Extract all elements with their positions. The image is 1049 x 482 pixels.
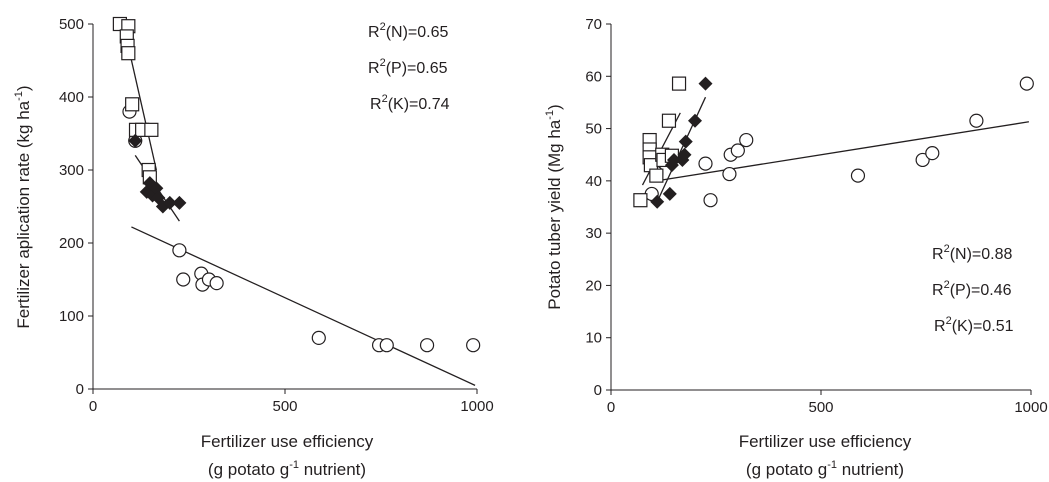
left-y-axis-label: Fertilizer aplication rate (kg ha-1) (13, 85, 33, 328)
right-y-tick-label: 70 (585, 16, 602, 33)
left-annotation-p: R2(P)=0.65 (368, 57, 448, 77)
left-point-circle (209, 276, 224, 291)
left-y-tick-label: 500 (59, 16, 84, 33)
left-point-diamond (172, 195, 187, 210)
right-y-tick-label: 60 (585, 68, 602, 85)
right-point-diamond (667, 152, 681, 167)
right-y-tick-label: 50 (585, 121, 602, 138)
left-annotation-n: R2(N)=0.65 (368, 21, 448, 41)
right-point-square (649, 168, 664, 183)
right-trend-line-diamond (656, 96, 707, 203)
left-data-points (112, 16, 481, 353)
right-point-square (661, 113, 677, 128)
right-point-circle (925, 146, 940, 161)
left-point-square (121, 46, 136, 61)
right-point-diamond (678, 134, 693, 149)
left-point-circle (419, 338, 435, 353)
right-trend-lines (641, 96, 1030, 203)
right-point-diamond (677, 147, 692, 162)
right-annotation-k: R2(K)=0.51 (934, 315, 1014, 335)
left-point-diamond (162, 195, 177, 210)
left-point-circle (466, 338, 481, 353)
left-chart: 0 100 200 300 400 500 0 500 1000 R2(N)=0.65 R2(P… (13, 16, 494, 479)
left-ticks: 0 100 200 300 400 500 0 500 1000 (59, 16, 494, 415)
right-point-circle (698, 156, 713, 171)
left-point-square (125, 97, 140, 112)
right-y-tick-label: 30 (585, 225, 602, 242)
right-point-circle (850, 168, 866, 183)
left-x-tick-label: 1000 (460, 398, 493, 415)
left-y-tick-label: 300 (59, 162, 84, 179)
left-x-tick-label: 500 (272, 398, 297, 415)
right-y-tick-label: 20 (585, 277, 602, 294)
right-chart: 0 10 20 30 40 50 60 70 0 500 1000 R2(N)=0.88 R2(P)… (544, 16, 1048, 479)
right-point-square (633, 193, 648, 208)
right-point-circle (1019, 76, 1034, 91)
left-point-circle (172, 243, 187, 258)
right-point-diamond (688, 113, 702, 128)
left-point-diamond (149, 181, 164, 196)
right-y-axis-label: Potato tuber yield (Mg ha-1) (544, 104, 564, 309)
left-point-circle (379, 338, 394, 353)
right-x-tick-label: 500 (808, 399, 833, 416)
right-annotation-p: R2(P)=0.46 (932, 279, 1012, 299)
right-data-points (633, 76, 1034, 209)
right-x-axis-label-line1: Fertilizer use efficiency (739, 432, 912, 451)
right-point-circle (730, 143, 745, 158)
right-point-diamond (650, 194, 665, 209)
right-x-tick-label: 0 (607, 399, 615, 416)
right-y-tick-label: 10 (585, 330, 602, 347)
left-y-tick-label: 0 (76, 381, 84, 398)
right-ticks: 0 10 20 30 40 50 60 70 0 500 1000 (585, 16, 1047, 416)
right-point-circle (739, 132, 754, 148)
right-point-diamond (662, 186, 677, 201)
left-point-circle (176, 272, 191, 287)
right-annotation-n: R2(N)=0.88 (932, 243, 1012, 263)
right-x-tick-label: 1000 (1014, 399, 1047, 416)
left-point-circle (311, 330, 326, 345)
left-y-tick-label: 100 (59, 308, 84, 325)
left-x-axis-label-line1: Fertilizer use efficiency (201, 432, 374, 451)
right-trend-line-circle (656, 121, 1030, 182)
right-point-square (671, 76, 687, 91)
right-point-circle (703, 193, 718, 208)
left-point-diamond (128, 133, 143, 148)
right-y-tick-label: 40 (585, 173, 602, 190)
left-annotation-k: R2(K)=0.74 (370, 93, 450, 113)
right-point-circle (915, 152, 930, 168)
left-y-tick-label: 400 (59, 89, 84, 106)
left-y-tick-label: 200 (59, 235, 84, 252)
left-x-axis-label-line2: (g potato g-1 nutrient) (208, 459, 366, 479)
right-y-tick-label: 0 (594, 382, 602, 399)
left-x-tick-label: 0 (89, 398, 97, 415)
left-point-square (144, 122, 159, 137)
right-point-circle (722, 166, 737, 182)
right-x-axis-label-line2: (g potato g-1 nutrient) (746, 459, 904, 479)
left-trend-line-circle (131, 226, 476, 386)
right-point-circle (969, 113, 984, 128)
right-point-diamond (698, 76, 713, 91)
